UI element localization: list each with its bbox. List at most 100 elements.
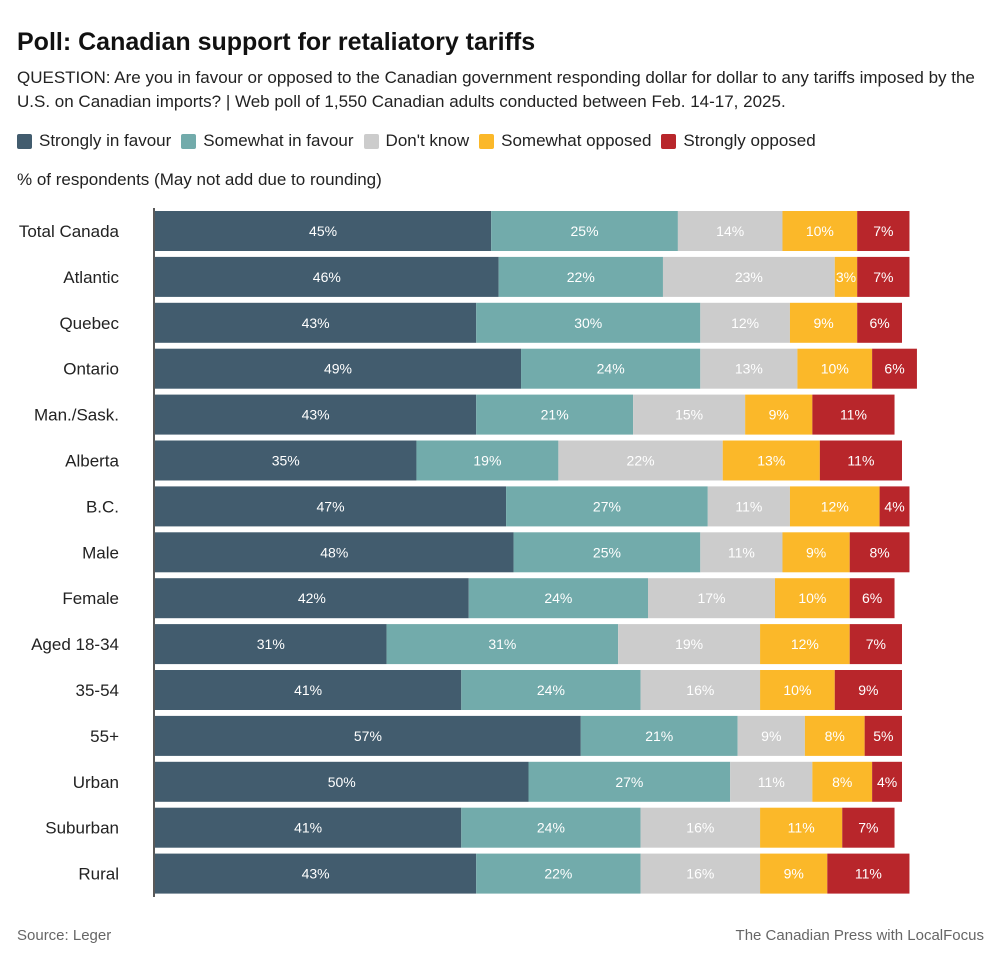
data-label: 41% — [294, 820, 322, 836]
bar-segment — [155, 532, 514, 573]
category-label: Male — [82, 543, 119, 562]
data-label: 17% — [697, 590, 725, 606]
data-label: 41% — [294, 682, 322, 698]
legend-label: Strongly in favour — [39, 131, 172, 150]
bar-segment — [155, 302, 477, 343]
bar-segment — [461, 807, 641, 848]
category-label: Female — [62, 589, 119, 608]
data-label: 9% — [769, 407, 789, 423]
data-label: 31% — [257, 636, 285, 652]
bar-segment — [804, 715, 865, 756]
data-label: 12% — [791, 636, 819, 652]
bar-segment — [872, 348, 917, 389]
data-label: 24% — [597, 361, 625, 377]
data-label: 11% — [847, 453, 874, 469]
legend-item: Don't know — [363, 131, 470, 151]
unit-note: % of respondents (May not add due to rou… — [17, 170, 382, 189]
bar-segment — [857, 256, 910, 297]
category-label: Aged 18-34 — [31, 635, 119, 654]
data-label: 22% — [567, 269, 595, 285]
data-label: 25% — [571, 223, 599, 239]
bar-segment — [842, 807, 895, 848]
legend-swatch — [479, 133, 495, 149]
bar-segment — [558, 440, 723, 481]
bar-segment — [864, 715, 902, 756]
bar-segment — [789, 302, 858, 343]
bar-segment — [760, 807, 843, 848]
chart-subtitle: QUESTION: Are you in favour or opposed t… — [17, 68, 975, 111]
bar-segment — [476, 853, 641, 894]
bar-segment — [730, 761, 813, 802]
data-label: 48% — [320, 544, 348, 560]
bar-segment — [849, 532, 910, 573]
bar-segment — [155, 211, 492, 251]
data-label: 21% — [645, 728, 673, 744]
legend: Strongly in favour Somewhat in favour Don'… — [17, 131, 816, 151]
bar-segment — [155, 440, 417, 481]
bar-segment — [476, 394, 634, 435]
bar-segment — [745, 394, 813, 435]
bar-segment — [513, 532, 701, 573]
bar-segment — [857, 302, 902, 343]
bar-segment — [386, 624, 619, 665]
bar-segment — [819, 440, 902, 481]
data-label: 9% — [858, 682, 878, 698]
bar-segment — [506, 486, 708, 527]
credit-note: The Canadian Press with LocalFocus — [735, 927, 984, 944]
category-label: Suburban — [45, 819, 119, 838]
bar-segment — [640, 807, 761, 848]
legend-label: Somewhat in favour — [203, 131, 354, 150]
category-label: Atlantic — [63, 268, 119, 287]
bar-segment — [155, 394, 477, 435]
bar-segment — [416, 440, 559, 481]
bar-segment — [155, 807, 462, 848]
category-label: Urban — [73, 773, 119, 792]
data-label: 22% — [544, 866, 572, 882]
data-label: 12% — [731, 315, 759, 331]
data-label: 9% — [806, 544, 826, 560]
bar-segment — [648, 578, 776, 619]
bar-segment — [662, 256, 835, 297]
bar-segment — [461, 670, 641, 710]
legend-swatch — [181, 133, 197, 149]
bar-segment — [580, 715, 738, 756]
data-label: 10% — [806, 223, 834, 239]
data-label: 16% — [686, 866, 714, 882]
legend-item: Strongly in favour — [17, 131, 171, 151]
bar-segment — [789, 486, 880, 527]
data-label: 31% — [488, 636, 516, 652]
data-label: 45% — [309, 223, 337, 239]
data-label: 24% — [537, 820, 565, 836]
data-label: 10% — [798, 590, 826, 606]
data-label: 42% — [298, 590, 326, 606]
data-label: 43% — [302, 315, 330, 331]
data-label: 30% — [574, 315, 602, 331]
data-label: 11% — [855, 866, 882, 882]
data-label: 6% — [869, 315, 889, 331]
data-label: 10% — [821, 361, 849, 377]
category-label: Rural — [78, 865, 119, 884]
category-label: Quebec — [59, 314, 119, 333]
data-label: 16% — [686, 682, 714, 698]
legend-label: Somewhat opposed — [501, 131, 652, 150]
data-label: 16% — [686, 820, 714, 836]
legend-item: Somewhat opposed — [479, 131, 651, 151]
bar-segment — [155, 256, 499, 297]
data-label: 3% — [836, 269, 856, 285]
data-label: 4% — [884, 498, 904, 514]
bar-segment — [498, 256, 663, 297]
legend-label: Don't know — [385, 131, 470, 150]
bar-segment — [528, 761, 731, 802]
data-label: 19% — [675, 636, 703, 652]
bar-segment — [640, 670, 761, 710]
data-label: 25% — [593, 544, 621, 560]
category-label: 35-54 — [76, 681, 119, 700]
data-label: 27% — [593, 498, 621, 514]
bar-segment — [849, 578, 895, 619]
bar-segment — [677, 211, 783, 251]
data-label: 9% — [784, 866, 804, 882]
data-label: 12% — [821, 498, 849, 514]
data-label: 21% — [541, 407, 569, 423]
bar-segment — [834, 256, 858, 297]
